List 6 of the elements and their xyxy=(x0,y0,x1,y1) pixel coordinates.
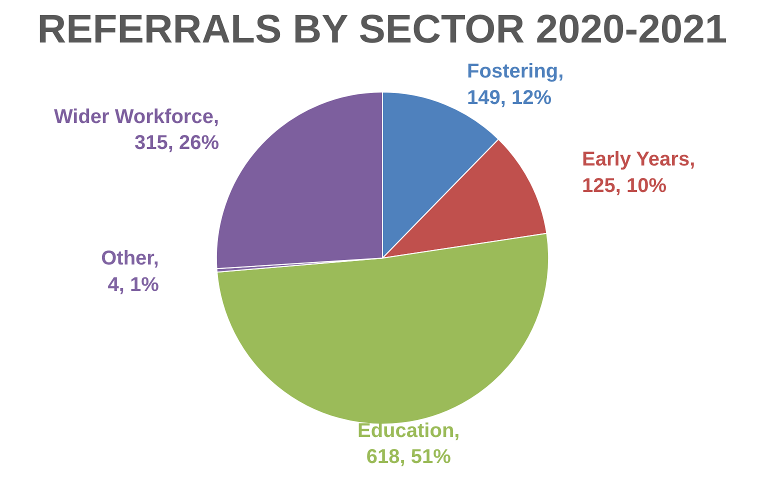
chart-title: REFERRALS BY SECTOR 2020-2021 xyxy=(37,8,728,52)
slice-label: Education, 618, 51% xyxy=(358,420,460,468)
slice-label: Early Years, 125, 10% xyxy=(582,148,696,197)
slice-label: Other, 4, 1% xyxy=(101,248,160,296)
slice-label: Wider Workforce, 315, 26% xyxy=(54,106,220,154)
slice-label: Fostering, 149, 12% xyxy=(467,60,564,109)
